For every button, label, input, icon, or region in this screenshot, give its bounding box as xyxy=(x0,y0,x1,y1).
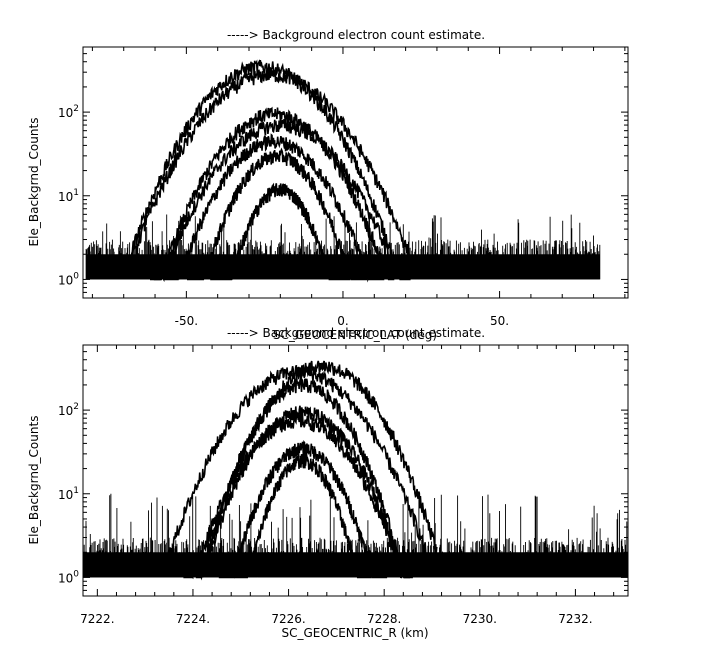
series-line-5 xyxy=(163,133,385,283)
series-line-1 xyxy=(130,59,393,260)
x-tick-label: 7230. xyxy=(463,612,497,626)
bottom-x-axis-label: SC_GEOCENTRIC_R (km) xyxy=(282,626,429,640)
x-tick-label: 7228. xyxy=(367,612,401,626)
series-line-5 xyxy=(183,411,413,580)
series-line-4 xyxy=(150,116,411,283)
series-line-2 xyxy=(167,364,429,560)
y-tick-label: 100 xyxy=(58,569,79,585)
x-tick-label: 50. xyxy=(490,314,509,328)
bottom-chart-title: -----> Background electron count estimat… xyxy=(227,326,485,340)
bottom-plot-area xyxy=(82,344,629,597)
bottom-series xyxy=(82,360,629,581)
series-line-6 xyxy=(218,440,388,579)
y-tick-label: 101 xyxy=(58,188,79,204)
series-line-3 xyxy=(202,377,404,570)
series-line-7 xyxy=(234,453,372,579)
top-y-axis-label: Ele_Backgrnd_Counts xyxy=(27,118,41,247)
bottom-panel: -----> Background electron count estimat… xyxy=(27,326,629,640)
series-line-2 xyxy=(129,68,413,265)
top-x-ticks: -50. 0. 50. xyxy=(91,47,626,328)
x-tick-label: 0. xyxy=(337,314,348,328)
top-series xyxy=(85,59,601,283)
bottom-y-axis-label: Ele_Backgrnd_Counts xyxy=(27,416,41,545)
bottom-x-ticks: 7222. 7224. 7226. 7228. 7230. 7232. xyxy=(80,345,615,626)
top-chart-title: -----> Background electron count estimat… xyxy=(227,28,485,42)
y-tick-label: 101 xyxy=(58,486,79,502)
top-plot-area xyxy=(82,46,629,299)
series-line-6 xyxy=(187,147,368,281)
bottom-y-ticks: 100 101 102 xyxy=(58,344,628,597)
series-line-4 xyxy=(195,405,410,581)
y-tick-label: 100 xyxy=(58,271,79,287)
top-panel: -----> Background electron count estimat… xyxy=(27,28,629,342)
y-tick-label: 102 xyxy=(58,402,79,418)
x-tick-label: 7222. xyxy=(80,612,114,626)
top-x-axis-label: SC_GEOCENTRIC_LAT (deg) xyxy=(273,328,437,342)
x-tick-label: 7232. xyxy=(558,612,592,626)
x-tick-label: -50. xyxy=(175,314,198,328)
series-line-7 xyxy=(210,182,351,281)
x-tick-label: 7224. xyxy=(176,612,210,626)
x-tick-label: 7226. xyxy=(271,612,305,626)
y-tick-label: 102 xyxy=(58,104,79,120)
series-line-3 xyxy=(153,106,395,281)
top-y-ticks: 100 101 102 xyxy=(58,46,628,299)
